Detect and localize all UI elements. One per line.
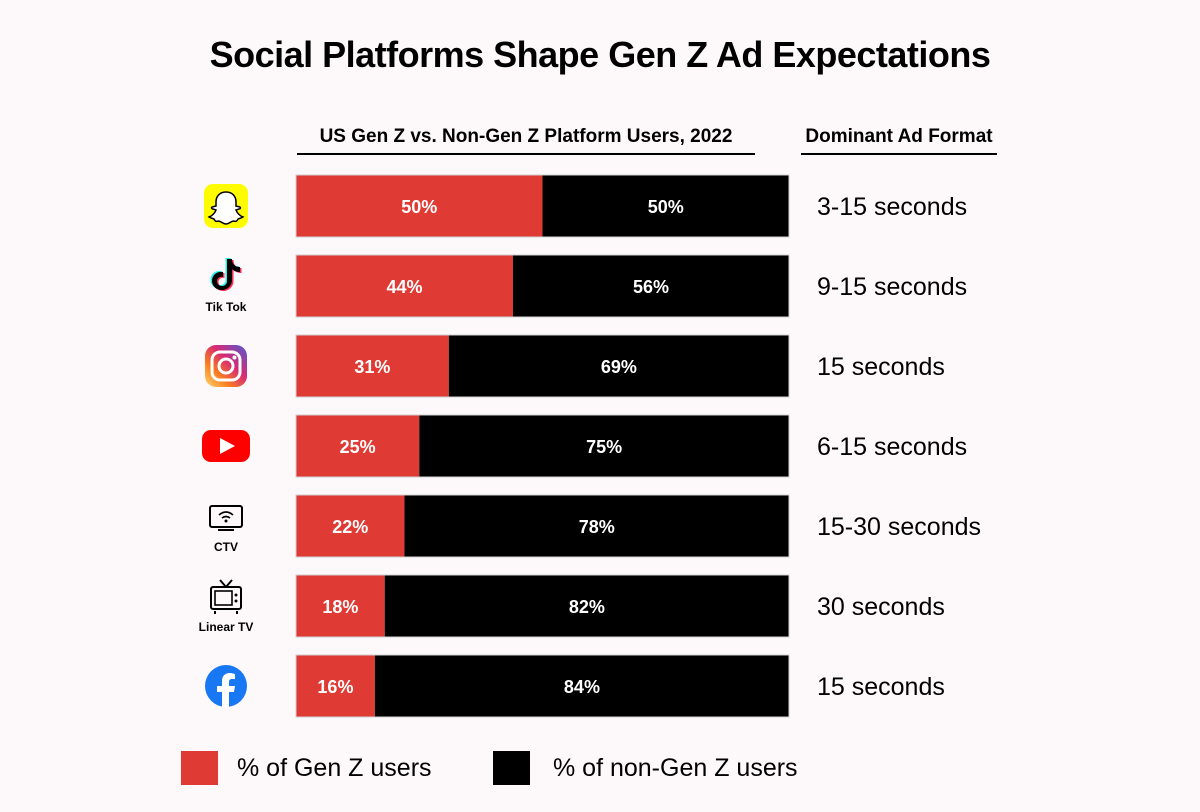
instagram-icon [205, 345, 247, 387]
non-gen-z-value-label: 78% [579, 517, 615, 537]
gen-z-bar-segment [296, 655, 375, 717]
non-gen-z-bar-segment [384, 575, 789, 637]
ad-format-label: 6-15 seconds [817, 433, 967, 461]
gen-z-value-label: 16% [317, 677, 353, 697]
legend-swatch-gen-z [181, 751, 218, 785]
tv-body [210, 586, 242, 610]
legend-swatch-non-gen-z [493, 751, 530, 785]
ctv-icon [209, 505, 243, 531]
tv-antenna [225, 579, 233, 588]
ad-format-label: 30 seconds [817, 593, 945, 621]
ctv-wifi-arc [221, 515, 231, 519]
ad-format-label: 3-15 seconds [817, 193, 967, 221]
legend-label-gen-z: % of Gen Z users [237, 754, 432, 782]
gen-z-bar-segment [296, 175, 543, 237]
chart-row: 44% 56% Tik Tok 9-15 seconds [206, 254, 967, 318]
non-gen-z-bar-segment [374, 655, 789, 717]
tv-knob [234, 593, 238, 597]
chart-row: 25% 75% 6-15 seconds [202, 414, 967, 478]
non-gen-z-value-label: 82% [569, 597, 605, 617]
non-gen-z-bar-segment [542, 175, 789, 237]
non-gen-z-bar-segment [404, 495, 789, 557]
ad-format-label: 15-30 seconds [817, 513, 981, 541]
instagram-frame [210, 350, 242, 382]
bar-outline [295, 334, 790, 398]
tv-screen [214, 590, 233, 606]
bar-outline [295, 254, 790, 318]
tiktok-note-glyph [212, 259, 240, 290]
tv-antenna [219, 579, 227, 588]
platform-label: Tik Tok [206, 300, 247, 314]
tv-knob [234, 599, 238, 603]
non-gen-z-value-label: 69% [601, 357, 637, 377]
platform-label: Linear TV [199, 620, 254, 634]
chart-row: 18% 82% Linear TV 30 seconds [199, 574, 945, 638]
chart-row: 16% 84% 15 seconds [205, 654, 945, 718]
ad-format-column-header: Dominant Ad Format [801, 126, 997, 155]
tiktok-icon [210, 258, 242, 291]
instagram-lens [217, 357, 235, 375]
facebook-icon [205, 665, 247, 707]
instagram-icon-bg [205, 345, 247, 387]
instagram-dot [232, 355, 237, 360]
ctv-wifi-arc [218, 511, 234, 516]
non-gen-z-value-label: 50% [648, 197, 684, 217]
gen-z-value-label: 18% [322, 597, 358, 617]
chart-column-header: US Gen Z vs. Non-Gen Z Platform Users, 2… [297, 126, 755, 155]
non-gen-z-bar-segment [448, 335, 789, 397]
gen-z-bar-segment [296, 335, 449, 397]
platform-label: CTV [214, 540, 238, 554]
gen-z-value-label: 22% [332, 517, 368, 537]
bar-outline [295, 654, 790, 718]
non-gen-z-value-label: 56% [633, 277, 669, 297]
chart-row: 22% 78% CTV 15-30 seconds [209, 494, 981, 558]
non-gen-z-bar-segment [419, 415, 789, 477]
ad-format-label: 15 seconds [817, 673, 945, 701]
chart-title: Social Platforms Shape Gen Z Ad Expectat… [209, 34, 991, 75]
non-gen-z-value-label: 75% [586, 437, 622, 457]
legend-label-non-gen-z: % of non-Gen Z users [553, 754, 798, 782]
gen-z-value-label: 44% [386, 277, 422, 297]
facebook-f-glyph [217, 673, 235, 707]
gen-z-bar-segment [296, 575, 385, 637]
non-gen-z-bar-segment [512, 255, 789, 317]
snapchat-ghost-icon [207, 191, 245, 225]
bar-outline [295, 174, 790, 238]
gen-z-bar-segment [296, 255, 513, 317]
ad-format-label: 9-15 seconds [817, 273, 967, 301]
ad-format-label: 15 seconds [817, 353, 945, 381]
bar-outline [295, 574, 790, 638]
gen-z-value-label: 50% [401, 197, 437, 217]
youtube-play-glyph [220, 438, 235, 454]
chart-row: 50% 50% 3-15 seconds [204, 174, 967, 238]
non-gen-z-value-label: 84% [564, 677, 600, 697]
gen-z-bar-segment [296, 415, 420, 477]
snapchat-icon [204, 184, 248, 228]
chart-row: 31% 69% 15 seconds [205, 334, 945, 398]
ctv-wifi-dot [224, 519, 228, 523]
gen-z-bar-segment [296, 495, 405, 557]
bar-outline [295, 414, 790, 478]
gen-z-value-label: 31% [354, 357, 390, 377]
youtube-icon [202, 430, 250, 462]
linear-tv-icon [210, 579, 242, 614]
bar-outline [295, 494, 790, 558]
gen-z-value-label: 25% [340, 437, 376, 457]
ctv-screen [209, 505, 243, 528]
